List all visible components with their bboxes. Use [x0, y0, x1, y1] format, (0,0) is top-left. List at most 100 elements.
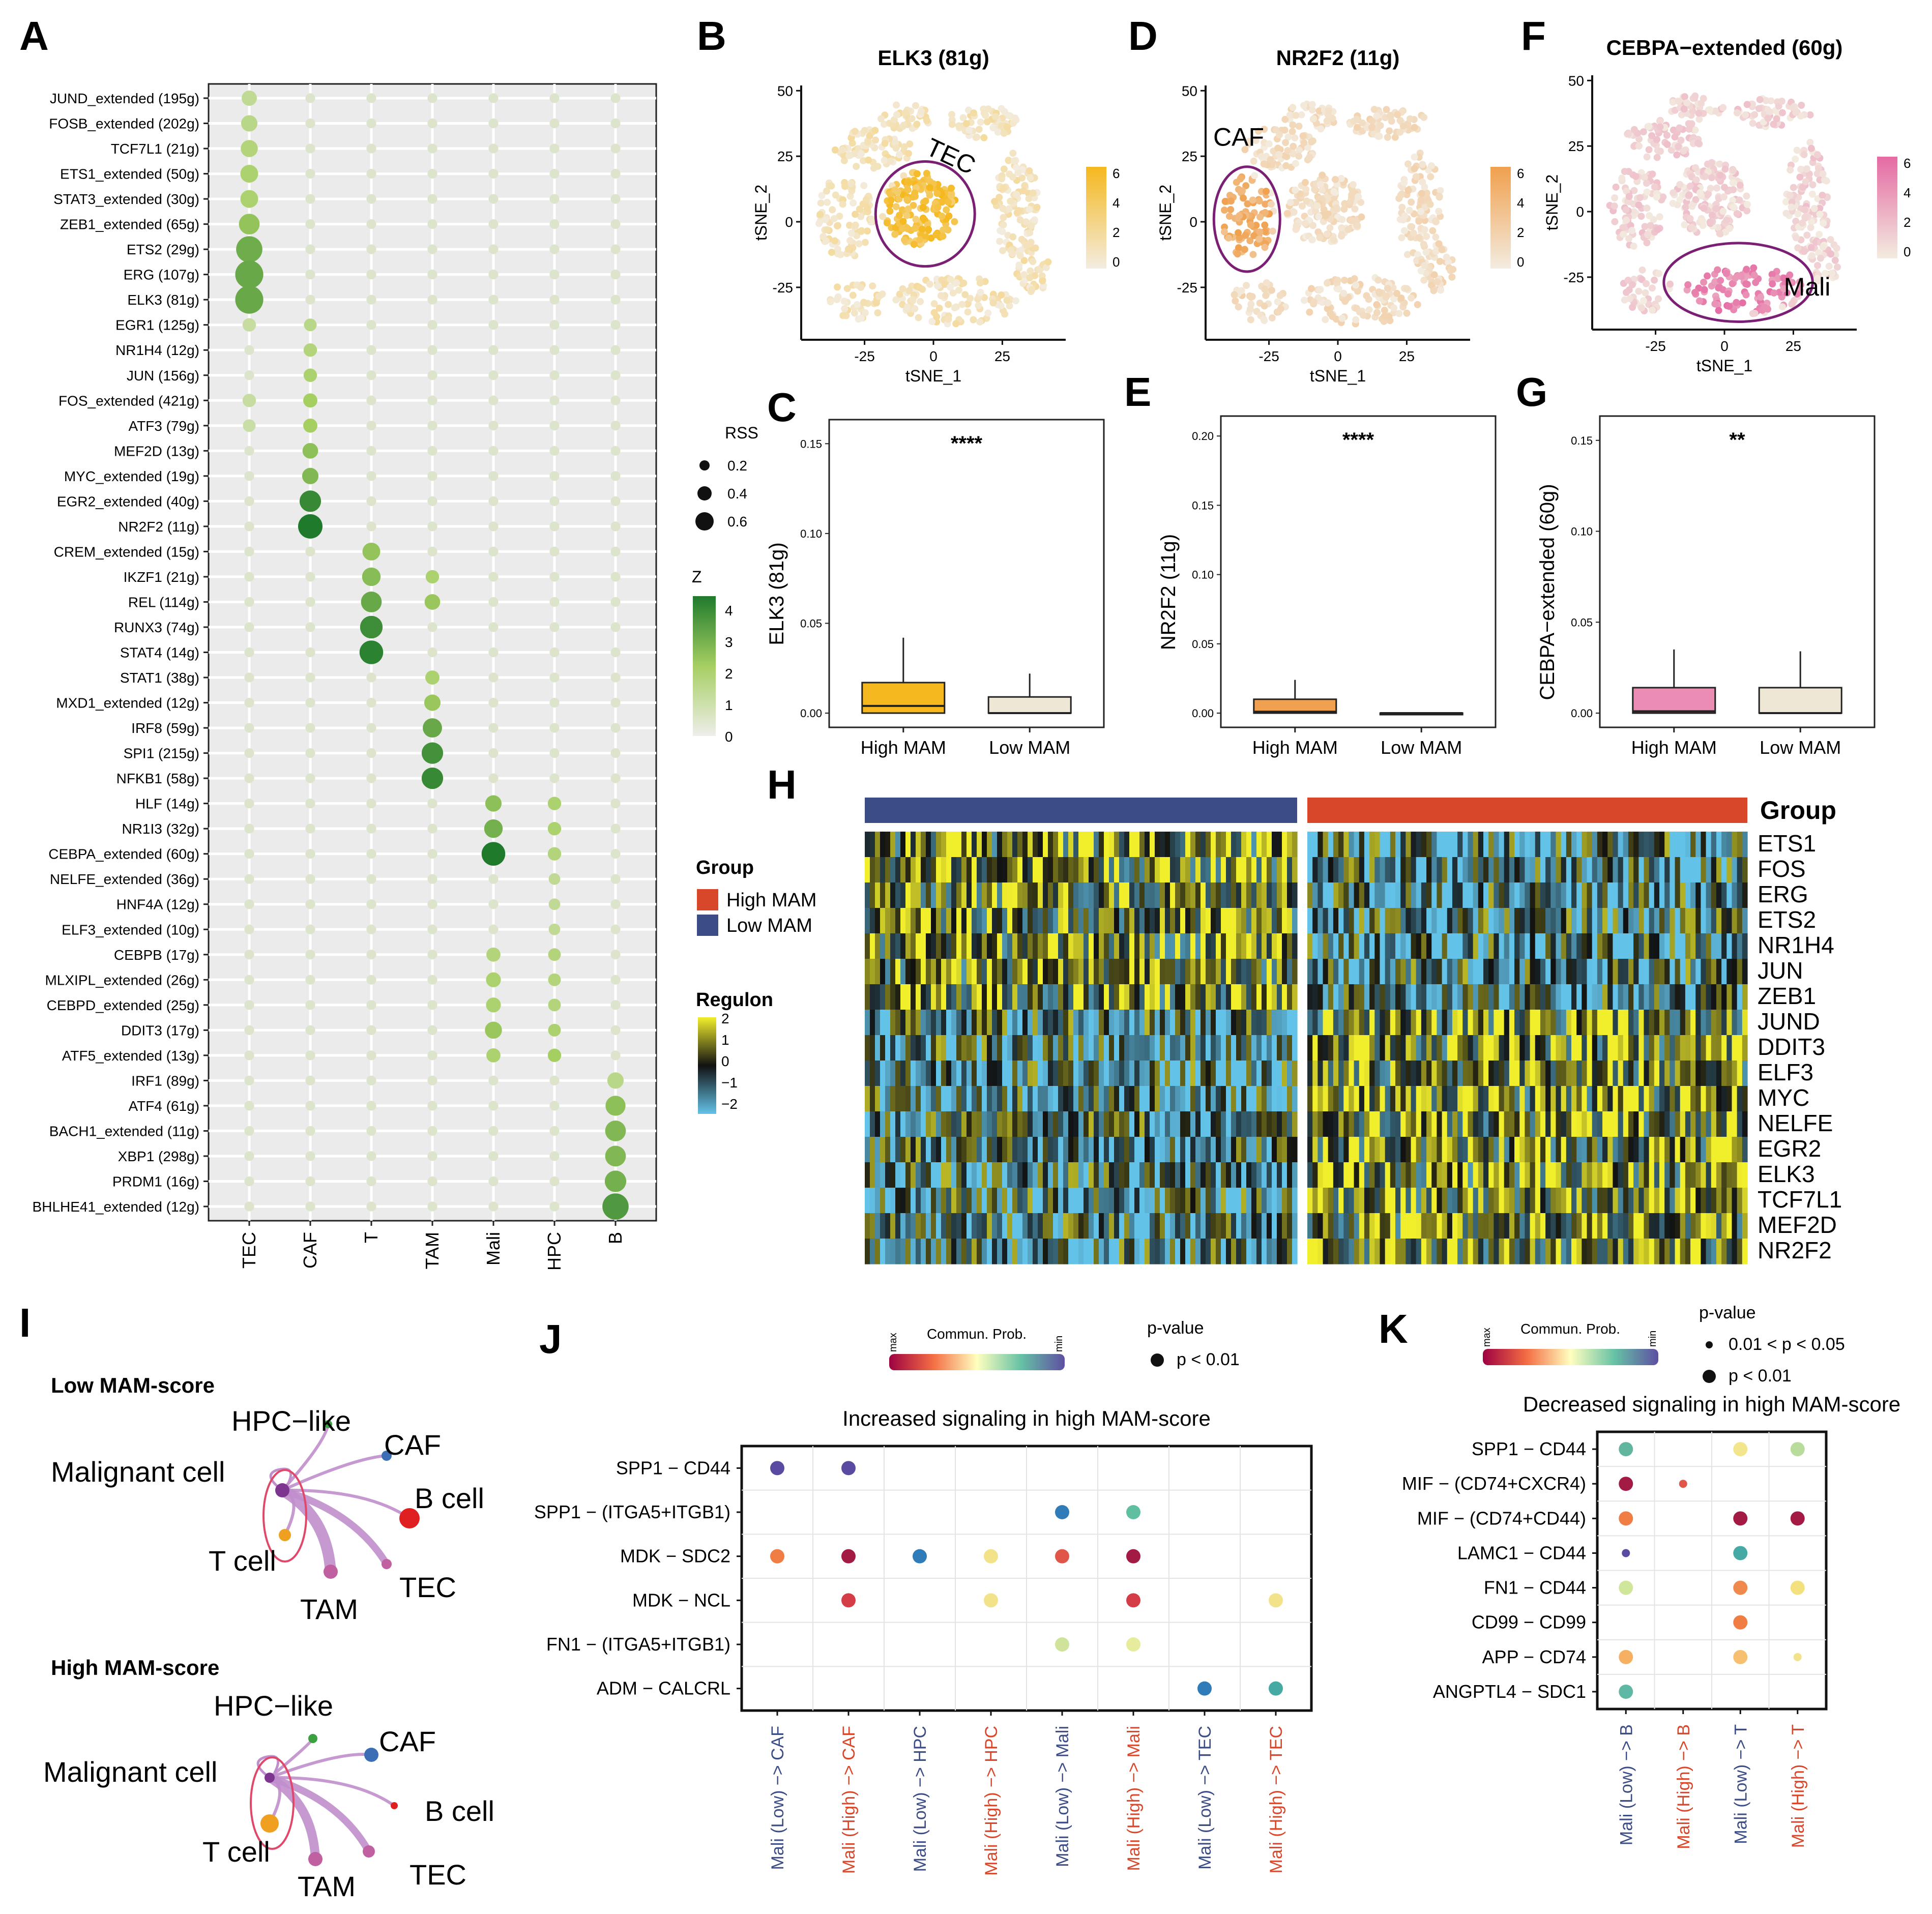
heatmap-cell [1099, 1239, 1104, 1264]
heatmap-cell [1442, 882, 1448, 908]
cell-point [1733, 109, 1741, 116]
heatmap-cell [875, 1010, 881, 1036]
heatmap-cell [1312, 857, 1318, 883]
heatmap-cell [1002, 1035, 1008, 1061]
heatmap-cell [1628, 908, 1634, 934]
heatmap-cell [1328, 882, 1334, 908]
cell-point [1704, 160, 1711, 168]
heatmap-cell [972, 857, 977, 883]
heatmap-cell [1251, 1137, 1257, 1163]
heatmap-cell [1545, 832, 1551, 858]
heatmap-cell [1292, 1061, 1298, 1086]
heatmap-cell [1145, 1086, 1150, 1112]
heatmap-cell [1282, 1010, 1287, 1036]
heatmap-cell [1659, 959, 1665, 985]
heatmap-cell [1494, 984, 1500, 1010]
cell-point [1262, 209, 1269, 216]
heatmap-cell [941, 1239, 947, 1264]
heatmap-cell [1431, 959, 1438, 985]
heatmap-cell [1226, 908, 1232, 934]
heatmap-cell [1104, 1010, 1109, 1036]
cell-point [851, 150, 858, 157]
heatmap-cell [1068, 933, 1074, 959]
cell-point [1792, 109, 1800, 116]
heatmap-cell [1395, 933, 1401, 959]
heatmap-cell [1695, 908, 1702, 934]
y-tick-label: NELFE_extended (36g) [50, 871, 199, 887]
heatmap-cell [1226, 1061, 1232, 1086]
cell-point [877, 115, 885, 123]
cell-point [989, 299, 997, 307]
heatmap-cell [956, 959, 962, 985]
dot-point [488, 93, 499, 103]
cell-point [1692, 176, 1700, 184]
heatmap-cell [1241, 1213, 1247, 1239]
heatmap-cell [1231, 1188, 1237, 1214]
cell-point [1358, 213, 1365, 221]
heatmap-cell [1211, 1239, 1216, 1264]
heatmap-cell [1613, 908, 1619, 934]
cell-point [900, 143, 908, 151]
cell-point [1238, 287, 1245, 295]
heatmap-cell [926, 984, 931, 1010]
heatmap-cell [931, 908, 936, 934]
heatmap-cell [1038, 1086, 1043, 1112]
cell-point [996, 194, 1003, 201]
heatmap-cell [1145, 1188, 1150, 1214]
heatmap-cell [1499, 882, 1505, 908]
cell-point [1800, 151, 1808, 158]
heatmap-cell [1525, 832, 1531, 858]
heatmap-cell [900, 1137, 906, 1163]
heatmap-cell [1618, 1010, 1624, 1036]
heatmap-cell [1022, 1213, 1028, 1239]
heatmap-cell [1690, 1010, 1696, 1036]
heatmap-cell [1737, 832, 1743, 858]
heatmap-cell [1063, 984, 1069, 1010]
heatmap-cell [1190, 1137, 1196, 1163]
heatmap-cell [1236, 857, 1242, 883]
heatmap-cell [1540, 1010, 1546, 1036]
heatmap-cell [1053, 1162, 1059, 1188]
heatmap-cell [1483, 1035, 1489, 1061]
heatmap-cell [1312, 1035, 1318, 1061]
heatmap-cell [967, 933, 972, 959]
cell-point [1289, 104, 1297, 111]
heatmap-cell [1256, 857, 1262, 883]
cell-point [1643, 188, 1651, 196]
heatmap-cell [1685, 832, 1691, 858]
dot-point [366, 93, 376, 103]
heatmap-cell [1221, 959, 1226, 985]
cell-point [1005, 205, 1013, 213]
cell-point [1622, 206, 1630, 214]
heatmap-cell [1073, 1239, 1079, 1264]
cell-point [947, 283, 954, 291]
heatmap-cell [875, 1035, 881, 1061]
dot-point [427, 874, 437, 884]
cell-point [1647, 222, 1654, 229]
heatmap-cell [1359, 959, 1365, 985]
heatmap-cell [1385, 882, 1391, 908]
heatmap-cell [1509, 959, 1515, 985]
heatmap-cell [1711, 933, 1717, 959]
heatmap-cell [1216, 1111, 1221, 1137]
dot-point [366, 496, 376, 506]
y-tick-label: ELK3 (81g) [127, 292, 199, 308]
heatmap-cell [1287, 1188, 1293, 1214]
heatmap-cell [1638, 832, 1645, 858]
heatmap-cell [916, 1086, 921, 1112]
heatmap-cell [1354, 857, 1360, 883]
heatmap-cell [977, 1213, 982, 1239]
y-tick-label: ERG (107g) [124, 267, 199, 283]
heatmap-cell [905, 959, 911, 985]
heatmap-cell [1716, 857, 1722, 883]
heatmap-cell [1504, 857, 1510, 883]
heatmap-cell [1206, 882, 1211, 908]
heatmap-cell [895, 857, 901, 883]
heatmap-cell [1129, 1010, 1135, 1036]
heatmap-cell [982, 908, 987, 934]
heatmap-cell [1201, 1111, 1206, 1137]
cell-point [1692, 164, 1700, 171]
cell-point [1721, 184, 1729, 191]
heatmap-cell [1349, 882, 1355, 908]
heatmap-cell [1073, 984, 1079, 1010]
